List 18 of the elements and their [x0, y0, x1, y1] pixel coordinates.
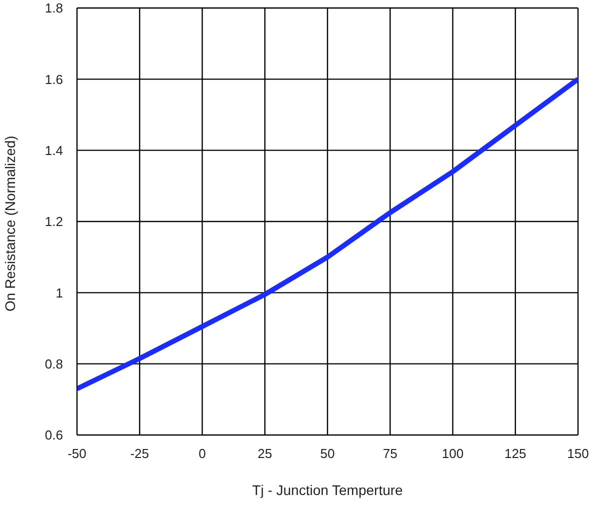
x-tick-label: 125 — [504, 446, 526, 462]
y-tick-label: 1.2 — [44, 214, 63, 230]
y-axis-title: On Resistance (Normalized) — [2, 136, 18, 312]
y-tick-label: 0.6 — [44, 428, 63, 443]
y-tick-label: 1.4 — [44, 142, 63, 158]
x-tick-label: 0 — [198, 446, 206, 462]
x-axis-title: Tj - Junction Temperture — [252, 482, 404, 498]
x-tick-label: -50 — [68, 446, 86, 462]
x-tick-label: 25 — [258, 446, 272, 462]
y-tick-label: 0.8 — [44, 356, 63, 372]
y-tick-label: 1.6 — [44, 72, 63, 87]
y-tick-label: 1 — [56, 285, 63, 300]
x-tick-label: -25 — [130, 446, 150, 462]
x-tick-label: 50 — [320, 446, 335, 462]
x-tick-label: 150 — [567, 446, 589, 462]
y-tick-label: 1.8 — [44, 0, 63, 16]
x-tick-label: 75 — [382, 446, 398, 462]
x-tick-label: 100 — [442, 446, 464, 462]
